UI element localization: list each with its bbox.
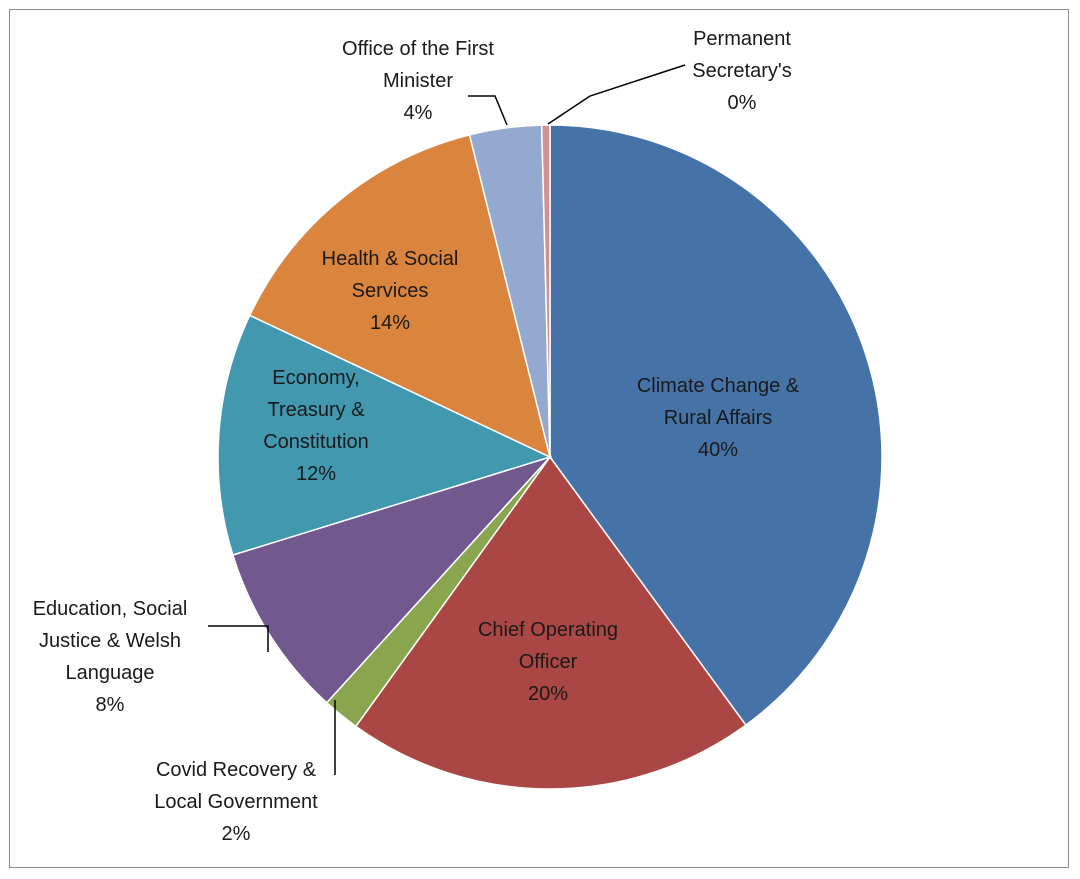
pie-slice-4 (231, 455, 553, 704)
data-label-name: Secretary's (692, 60, 791, 82)
data-label-percent: 2% (222, 823, 251, 845)
data-label-percent: 4% (404, 102, 433, 124)
data-label-name: Rural Affairs (664, 407, 773, 429)
data-label-name: Minister (383, 70, 453, 92)
data-label-name: Treasury & (267, 399, 365, 421)
pie-slice-2 (354, 455, 747, 790)
data-label-name: Officer (519, 651, 578, 673)
data-label-name: Climate Change & (637, 375, 800, 397)
data-label-percent: 0% (728, 92, 757, 114)
pie-slice-8 (540, 124, 551, 458)
data-label-name: Health & Social (322, 248, 459, 270)
data-label-percent: 20% (528, 683, 568, 705)
data-label-name: Education, Social (33, 598, 188, 620)
leader-line-8 (547, 64, 686, 125)
data-label-name: Constitution (263, 431, 369, 453)
data-label-name: Covid Recovery & (156, 759, 317, 781)
leader-line-7 (468, 95, 508, 126)
leader-line-4 (208, 625, 269, 652)
data-label-name: Services (352, 280, 429, 302)
data-labels: Climate Change & Rural Affairs 40% Chief Op… (33, 28, 800, 845)
data-label-percent: 14% (370, 312, 410, 334)
pie-slice-5 (217, 314, 553, 556)
data-label-name: Language (66, 662, 155, 684)
pie-slices (217, 124, 883, 790)
pie-slice-1 (549, 124, 883, 727)
leader-lines (208, 64, 686, 775)
data-label-name: Local Government (154, 791, 318, 813)
data-label-percent: 12% (296, 463, 336, 485)
data-label-name: Justice & Welsh (39, 630, 181, 652)
pie-slice-6 (248, 133, 552, 459)
data-label-percent: 8% (96, 694, 125, 716)
data-label-percent: 40% (698, 439, 738, 461)
data-label-name: Chief Operating (478, 619, 618, 641)
data-label-name: Economy, (272, 367, 359, 389)
data-label-name: Permanent (693, 28, 791, 50)
data-label-name: Office of the First (342, 38, 494, 60)
